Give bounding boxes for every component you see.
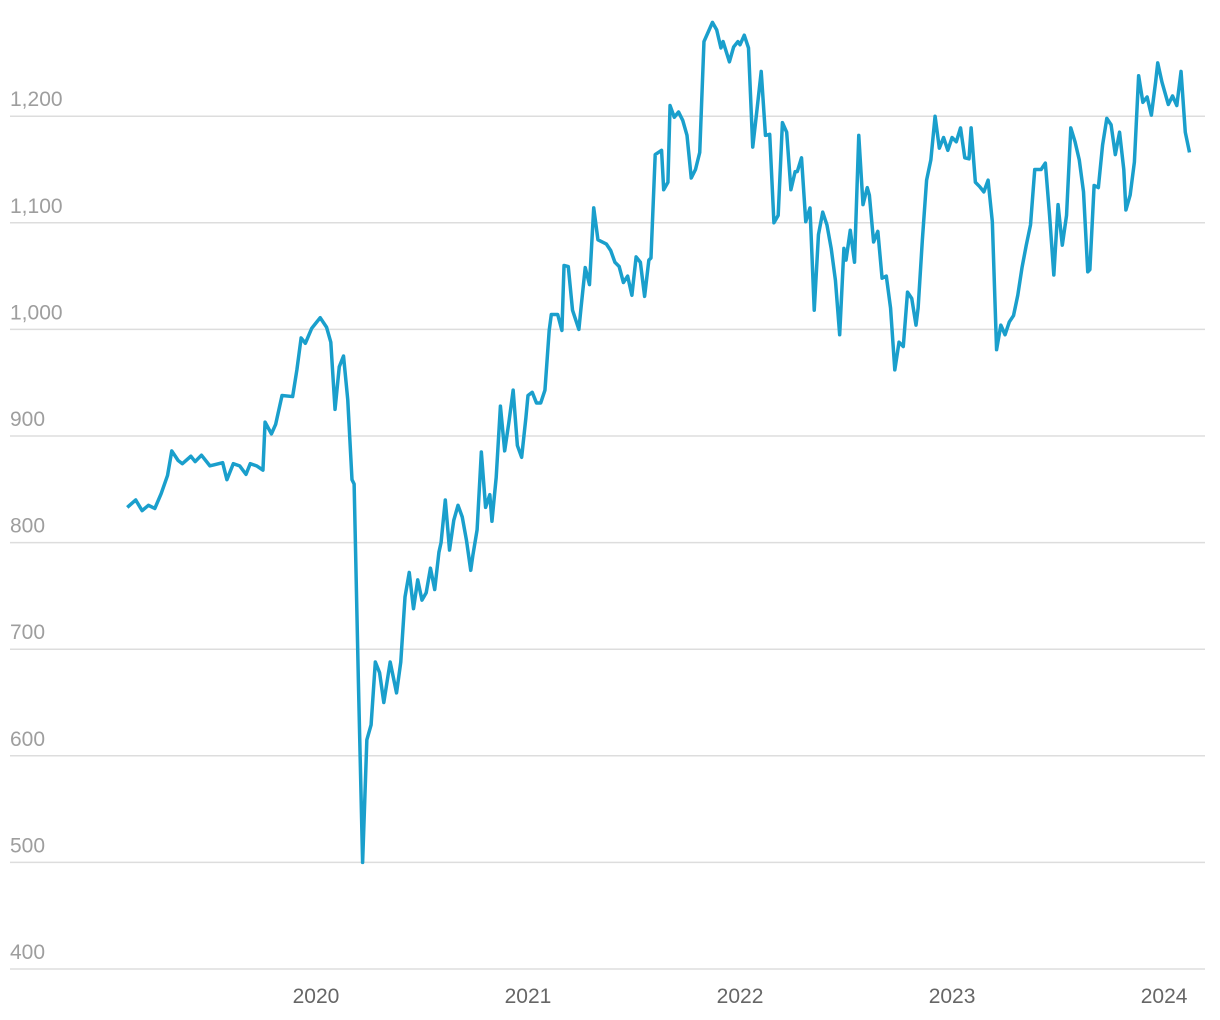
x-tick-label: 2023 [929,985,976,1008]
data-line [126,20,1192,865]
y-tick-label: 1,100 [10,195,63,218]
x-tick-label: 2022 [717,985,764,1008]
x-tick-label: 2024 [1141,985,1188,1008]
y-tick-label: 1,000 [10,301,63,324]
y-tick-label: 900 [10,408,45,431]
y-tick-label: 1,200 [10,88,63,111]
x-tick-label: 2021 [505,985,552,1008]
y-tick-label: 700 [10,621,45,644]
x-tick-label: 2020 [293,985,340,1008]
y-tick-label: 500 [10,834,45,857]
y-tick-label: 400 [10,941,45,964]
y-tick-label: 800 [10,515,45,538]
y-tick-label: 600 [10,728,45,751]
